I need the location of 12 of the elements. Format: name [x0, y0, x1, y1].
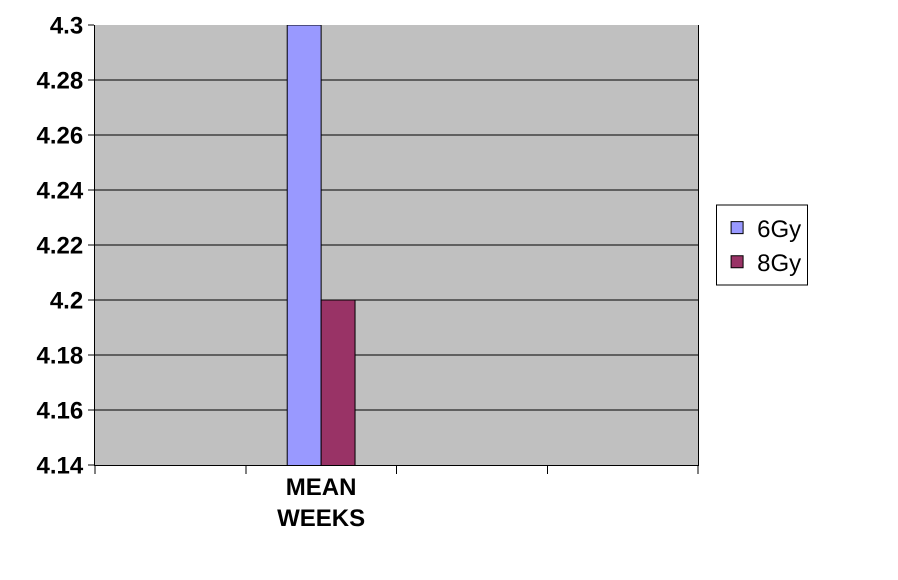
y-tick-label: 4.16	[36, 397, 84, 424]
legend-label: 6Gy	[757, 216, 802, 243]
y-tick-label: 4.14	[36, 452, 84, 480]
y-tick-label: 4.3	[50, 12, 84, 40]
x-tick-label: MEAN WEEKS	[277, 474, 366, 532]
y-tick-label: 4.24	[36, 177, 84, 204]
y-tick-label: 4.26	[36, 122, 84, 150]
y-tick-label: 4.22	[36, 232, 84, 260]
y-tick-label: 4.2	[50, 287, 84, 314]
y-tick-label: 4.18	[36, 342, 84, 370]
y-tick-label: 4.28	[36, 67, 84, 94]
legend-label: 8Gy	[757, 250, 802, 278]
